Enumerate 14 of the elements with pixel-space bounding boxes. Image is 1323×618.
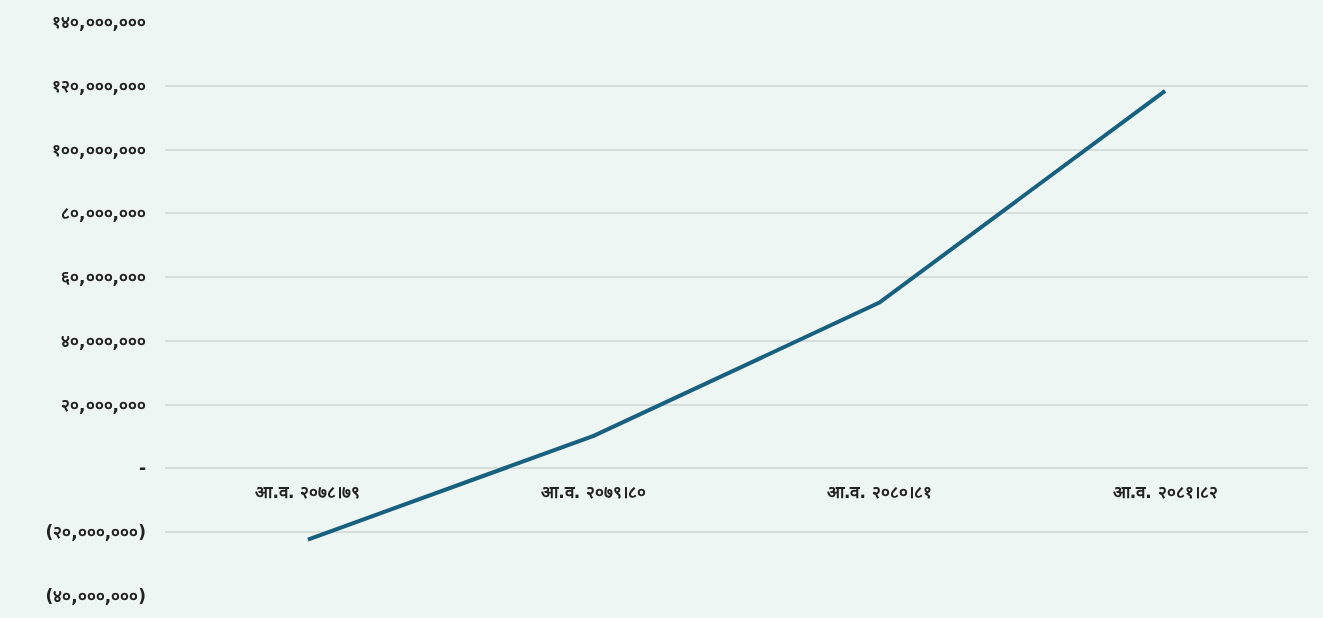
x-tick-label: आ.व. २०७८।७९: [255, 482, 361, 503]
y-tick-label: १००,०००,०००: [52, 139, 146, 160]
y-tick-label: (४०,०००,०००): [45, 585, 146, 606]
x-tick-label: आ.व. २०८१।८२: [1112, 482, 1218, 503]
y-tick-label: -: [138, 458, 146, 479]
y-tick-label: ८०,०००,०००: [61, 203, 146, 224]
x-tick-label: आ.व. २०७९।८०: [541, 482, 647, 503]
y-tick-label: २०,०००,०००: [61, 394, 146, 415]
y-tick-label: (२०,०००,०००): [45, 522, 146, 543]
x-tick-label: आ.व. २०८०।८१: [826, 482, 932, 503]
y-tick-label: ६०,०००,०००: [61, 267, 146, 288]
y-tick-label: ४०,०००,०००: [61, 330, 146, 351]
y-tick-label: १४०,०००,०००: [52, 11, 146, 32]
y-tick-label: १२०,०००,०००: [52, 75, 146, 96]
